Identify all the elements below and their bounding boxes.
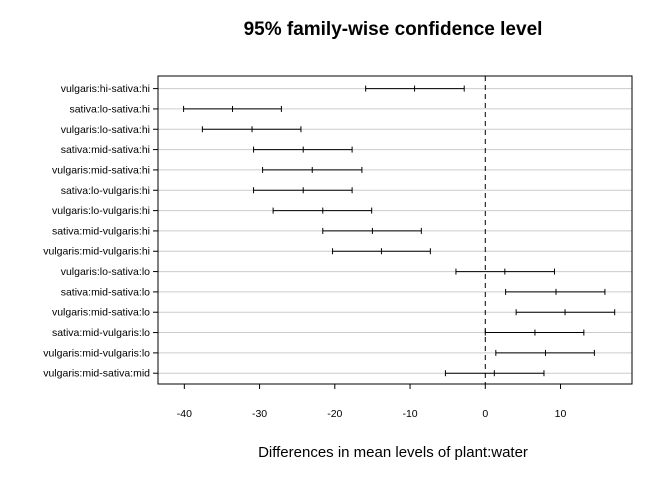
interval-8 bbox=[332, 248, 431, 255]
interval-3 bbox=[253, 146, 353, 153]
y-axis: vulgaris:hi-sativa:hi sativa:lo-sativa:hi… bbox=[43, 83, 158, 380]
interval-4 bbox=[262, 166, 363, 173]
y-tick-label: vulgaris:mid-vulgaris:hi bbox=[43, 246, 150, 258]
interval-10 bbox=[505, 288, 606, 295]
x-tick-label: -40 bbox=[177, 408, 192, 420]
interval-9 bbox=[455, 268, 556, 275]
interval-2 bbox=[201, 126, 302, 133]
y-tick-label: sativa:mid-sativa:lo bbox=[61, 286, 150, 298]
y-tick-label: sativa:mid-sativa:hi bbox=[61, 144, 150, 156]
interval-13 bbox=[495, 349, 595, 356]
y-tick-label: vulgaris:mid-sativa:hi bbox=[52, 164, 150, 176]
interval-1 bbox=[183, 105, 282, 112]
interval-layer bbox=[183, 85, 616, 377]
y-tick-label: vulgaris:lo-sativa:lo bbox=[61, 266, 150, 278]
y-tick-label: sativa:lo-vulgaris:hi bbox=[61, 185, 150, 197]
y-tick-label: vulgaris:mid-sativa:mid bbox=[43, 368, 150, 380]
y-tick-label: vulgaris:hi-sativa:hi bbox=[61, 83, 150, 95]
interval-12 bbox=[484, 329, 585, 336]
interval-14 bbox=[444, 370, 545, 377]
interval-7 bbox=[322, 227, 422, 234]
chart-title: 95% family-wise confidence level bbox=[244, 19, 543, 40]
x-tick-label: -10 bbox=[402, 408, 417, 420]
x-tick-label: 10 bbox=[555, 408, 567, 420]
y-tick-label: vulgaris:mid-vulgaris:lo bbox=[43, 347, 150, 359]
x-tick-label: -30 bbox=[252, 408, 267, 420]
y-tick-label: vulgaris:lo-vulgaris:hi bbox=[52, 205, 150, 217]
x-axis-label: Differences in mean levels of plant:wate… bbox=[258, 444, 528, 461]
y-tick-label: sativa:mid-vulgaris:hi bbox=[52, 225, 150, 237]
x-tick-label: -20 bbox=[327, 408, 342, 420]
x-tick-label: 0 bbox=[482, 408, 488, 420]
plot-frame bbox=[157, 75, 633, 385]
interval-11 bbox=[515, 309, 616, 316]
interval-0 bbox=[365, 85, 465, 92]
y-tick-label: vulgaris:mid-sativa:lo bbox=[52, 307, 150, 319]
interval-5 bbox=[253, 187, 353, 194]
interval-6 bbox=[272, 207, 373, 214]
y-tick-label: sativa:lo-sativa:hi bbox=[69, 103, 150, 115]
y-tick-label: vulgaris:lo-sativa:hi bbox=[61, 124, 150, 136]
y-tick-label: sativa:mid-vulgaris:lo bbox=[52, 327, 150, 339]
x-axis: -40 -30 -20 -10 0 10 bbox=[177, 384, 567, 420]
